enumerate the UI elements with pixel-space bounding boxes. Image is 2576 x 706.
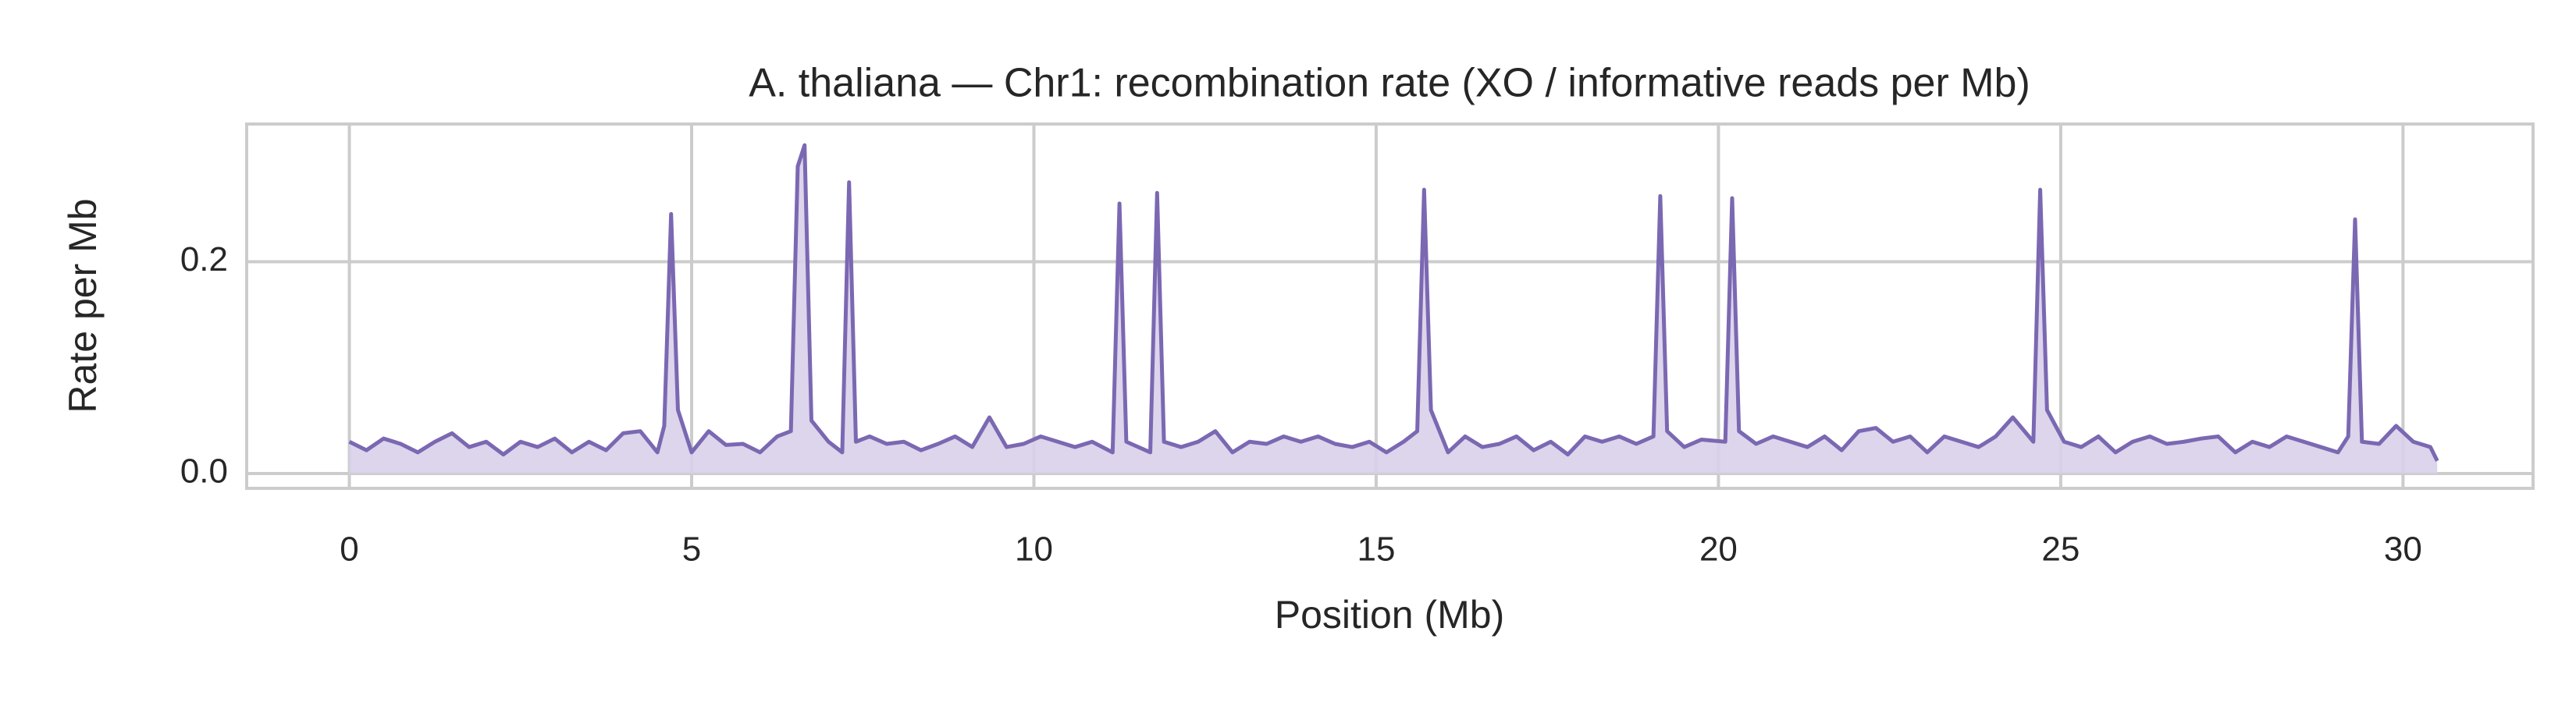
x-tick-label: 5	[682, 530, 701, 569]
y-tick-label: 0.2	[180, 240, 228, 278]
chart-title: A. thaliana — Chr1: recombination rate (…	[749, 61, 2030, 106]
plot-frame	[245, 122, 2535, 490]
line	[348, 143, 2439, 462]
x-tick-label: 30	[2384, 530, 2422, 569]
x-tick-label: 25	[2041, 530, 2080, 569]
x-tick-label: 20	[1699, 530, 1738, 569]
x-axis-label: Position (Mb)	[1275, 593, 1505, 637]
y-axis-label: Rate per Mb	[61, 198, 105, 413]
x-tick-label: 10	[1015, 530, 1053, 569]
x-tick-label: 15	[1357, 530, 1395, 569]
y-tick-label: 0.0	[180, 452, 228, 491]
x-tick-label: 0	[340, 530, 358, 569]
